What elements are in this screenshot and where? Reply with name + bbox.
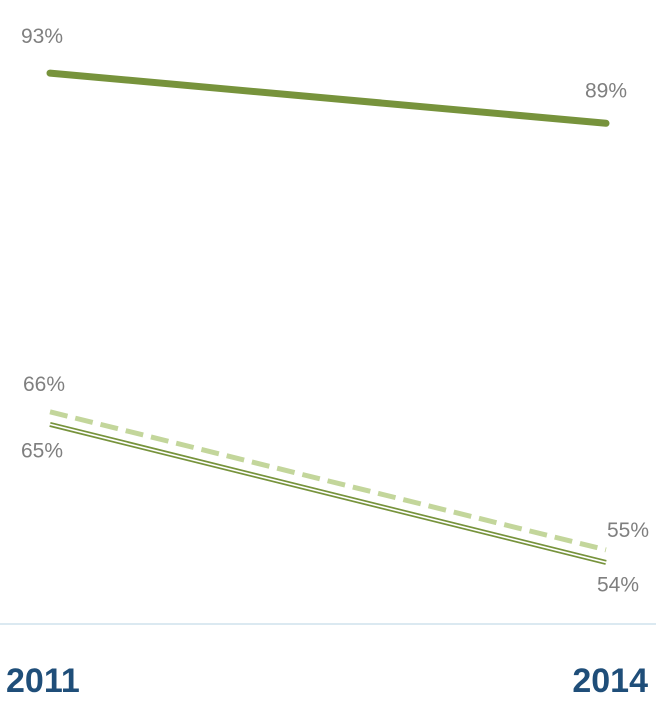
series-line-0 [46, 69, 610, 127]
data-label-series-2-point-0: 65% [21, 439, 63, 462]
data-label-series-2-point-1: 54% [597, 573, 639, 596]
data-label-series-0-point-1: 89% [585, 79, 627, 102]
x-tick-label-2011: 2011 [6, 662, 80, 698]
data-label-series-0-point-0: 93% [21, 25, 63, 48]
series-line-1 [49, 409, 607, 553]
series-line-2 [49, 421, 607, 565]
series-layer [46, 69, 610, 565]
series-line-inner [49, 423, 607, 564]
data-label-series-1-point-1: 55% [607, 519, 649, 542]
data-label-layer: 93% 89% 66% 55% 65% 54% [21, 25, 649, 596]
x-tick-label-2014: 2014 [572, 662, 648, 698]
data-label-series-1-point-0: 66% [23, 373, 65, 396]
